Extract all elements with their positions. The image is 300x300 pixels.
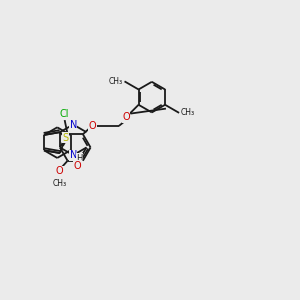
Text: N: N bbox=[70, 119, 77, 130]
Text: O: O bbox=[56, 166, 63, 176]
Text: N: N bbox=[70, 150, 77, 160]
Text: CH₃: CH₃ bbox=[109, 77, 123, 86]
Text: O: O bbox=[74, 161, 81, 171]
Text: H: H bbox=[76, 154, 83, 163]
Text: O: O bbox=[122, 112, 130, 122]
Text: Cl: Cl bbox=[60, 109, 69, 119]
Text: S: S bbox=[62, 133, 68, 143]
Text: CH₃: CH₃ bbox=[181, 108, 195, 117]
Text: CH₃: CH₃ bbox=[52, 179, 66, 188]
Text: O: O bbox=[88, 121, 96, 131]
